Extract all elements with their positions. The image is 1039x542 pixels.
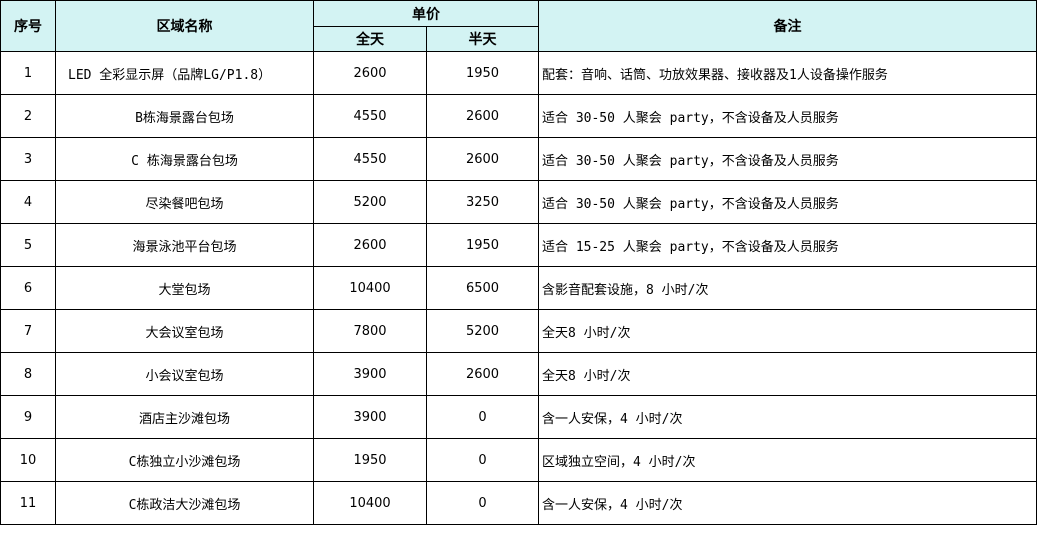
cell-full-day-price[interactable]: 10400 bbox=[313, 266, 427, 310]
cell-full-day-price[interactable]: 7800 bbox=[313, 309, 427, 353]
cell-remarks[interactable]: 适合 15-25 人聚会 party，不含设备及人员服务 bbox=[538, 223, 1037, 267]
header-full-day: 全天 bbox=[313, 26, 427, 52]
table-row: 11 C栋政洁大沙滩包场 10400 0 含一人安保，4 小时/次 bbox=[0, 481, 1037, 525]
cell-full-day-price[interactable]: 3900 bbox=[313, 352, 427, 396]
cell-remarks[interactable]: 适合 30-50 人聚会 party，不含设备及人员服务 bbox=[538, 180, 1037, 224]
cell-index[interactable]: 9 bbox=[0, 395, 56, 439]
cell-area[interactable]: 小会议室包场 bbox=[55, 352, 314, 396]
cell-full-day-price[interactable]: 10400 bbox=[313, 481, 427, 525]
table-row: 9 酒店主沙滩包场 3900 0 含一人安保，4 小时/次 bbox=[0, 395, 1037, 439]
cell-full-day-price[interactable]: 4550 bbox=[313, 94, 427, 138]
cell-remarks[interactable]: 含一人安保，4 小时/次 bbox=[538, 481, 1037, 525]
table-row: 10 C栋独立小沙滩包场 1950 0 区域独立空间，4 小时/次 bbox=[0, 438, 1037, 482]
cell-area[interactable]: LED 全彩显示屏（品牌LG/P1.8） bbox=[55, 51, 314, 95]
cell-half-day-price[interactable]: 2600 bbox=[426, 94, 539, 138]
cell-area[interactable]: C栋政洁大沙滩包场 bbox=[55, 481, 314, 525]
cell-remarks[interactable]: 适合 30-50 人聚会 party，不含设备及人员服务 bbox=[538, 137, 1037, 181]
cell-area[interactable]: 酒店主沙滩包场 bbox=[55, 395, 314, 439]
cell-index[interactable]: 1 bbox=[0, 51, 56, 95]
cell-index[interactable]: 7 bbox=[0, 309, 56, 353]
cell-full-day-price[interactable]: 5200 bbox=[313, 180, 427, 224]
cell-full-day-price[interactable]: 2600 bbox=[313, 51, 427, 95]
cell-area[interactable]: 大会议室包场 bbox=[55, 309, 314, 353]
header-area: 区域名称 bbox=[55, 0, 314, 52]
cell-area[interactable]: 大堂包场 bbox=[55, 266, 314, 310]
cell-area[interactable]: B栋海景露台包场 bbox=[55, 94, 314, 138]
cell-index[interactable]: 2 bbox=[0, 94, 56, 138]
header-unit-price: 单价 bbox=[313, 0, 539, 27]
cell-half-day-price[interactable]: 1950 bbox=[426, 223, 539, 267]
cell-area[interactable]: C栋独立小沙滩包场 bbox=[55, 438, 314, 482]
cell-index[interactable]: 3 bbox=[0, 137, 56, 181]
cell-remarks[interactable]: 配套：音响、话筒、功放效果器、接收器及1人设备操作服务 bbox=[538, 51, 1037, 95]
table-row: 2 B栋海景露台包场 4550 2600 适合 30-50 人聚会 party，不含设备… bbox=[0, 94, 1037, 138]
cell-index[interactable]: 10 bbox=[0, 438, 56, 482]
header-half-day: 半天 bbox=[426, 26, 539, 52]
cell-remarks[interactable]: 全天8 小时/次 bbox=[538, 309, 1037, 353]
header-remarks: 备注 bbox=[538, 0, 1037, 52]
cell-half-day-price[interactable]: 5200 bbox=[426, 309, 539, 353]
cell-remarks[interactable]: 区域独立空间，4 小时/次 bbox=[538, 438, 1037, 482]
cell-full-day-price[interactable]: 3900 bbox=[313, 395, 427, 439]
cell-half-day-price[interactable]: 1950 bbox=[426, 51, 539, 95]
cell-index[interactable]: 6 bbox=[0, 266, 56, 310]
table-row: 8 小会议室包场 3900 2600 全天8 小时/次 bbox=[0, 352, 1037, 396]
cell-half-day-price[interactable]: 3250 bbox=[426, 180, 539, 224]
cell-half-day-price[interactable]: 2600 bbox=[426, 137, 539, 181]
cell-remarks[interactable]: 全天8 小时/次 bbox=[538, 352, 1037, 396]
cell-index[interactable]: 11 bbox=[0, 481, 56, 525]
cell-half-day-price[interactable]: 0 bbox=[426, 395, 539, 439]
cell-index[interactable]: 4 bbox=[0, 180, 56, 224]
cell-index[interactable]: 8 bbox=[0, 352, 56, 396]
cell-half-day-price[interactable]: 0 bbox=[426, 438, 539, 482]
cell-half-day-price[interactable]: 2600 bbox=[426, 352, 539, 396]
cell-remarks[interactable]: 含影音配套设施，8 小时/次 bbox=[538, 266, 1037, 310]
price-table: 序号 区域名称 单价 备注 全天 半天 1 LED 全彩显示屏（品牌LG/P1.8… bbox=[0, 0, 1037, 525]
cell-half-day-price[interactable]: 6500 bbox=[426, 266, 539, 310]
table-row: 1 LED 全彩显示屏（品牌LG/P1.8） 2600 1950 配套：音响、话筒、功放… bbox=[0, 51, 1037, 95]
table-row: 6 大堂包场 10400 6500 含影音配套设施，8 小时/次 bbox=[0, 266, 1037, 310]
cell-full-day-price[interactable]: 1950 bbox=[313, 438, 427, 482]
cell-area[interactable]: C 栋海景露台包场 bbox=[55, 137, 314, 181]
table-row: 4 尽染餐吧包场 5200 3250 适合 30-50 人聚会 party，不含设备及人… bbox=[0, 180, 1037, 224]
cell-area[interactable]: 海景泳池平台包场 bbox=[55, 223, 314, 267]
cell-half-day-price[interactable]: 0 bbox=[426, 481, 539, 525]
cell-area[interactable]: 尽染餐吧包场 bbox=[55, 180, 314, 224]
cell-remarks[interactable]: 含一人安保，4 小时/次 bbox=[538, 395, 1037, 439]
cell-remarks[interactable]: 适合 30-50 人聚会 party，不含设备及人员服务 bbox=[538, 94, 1037, 138]
cell-full-day-price[interactable]: 2600 bbox=[313, 223, 427, 267]
table-row: 5 海景泳池平台包场 2600 1950 适合 15-25 人聚会 party，不含设备… bbox=[0, 223, 1037, 267]
table-row: 7 大会议室包场 7800 5200 全天8 小时/次 bbox=[0, 309, 1037, 353]
header-index: 序号 bbox=[0, 0, 56, 52]
cell-index[interactable]: 5 bbox=[0, 223, 56, 267]
cell-full-day-price[interactable]: 4550 bbox=[313, 137, 427, 181]
